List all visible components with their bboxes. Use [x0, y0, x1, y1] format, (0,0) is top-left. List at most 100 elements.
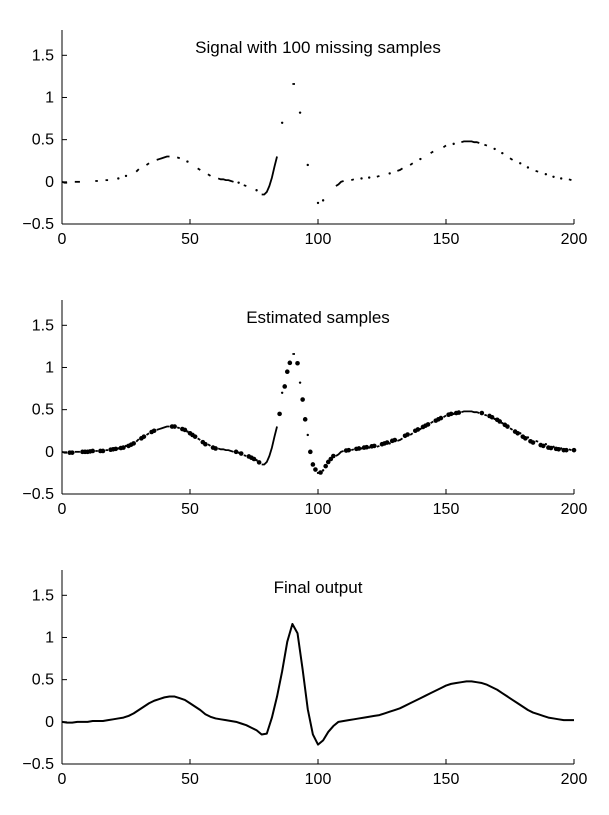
estimated-sample	[192, 434, 198, 439]
known-segment	[568, 448, 572, 451]
known-segment	[156, 425, 170, 431]
known-sample	[280, 391, 284, 394]
known-segment	[442, 144, 447, 148]
known-segment	[409, 162, 414, 166]
known-sample	[306, 433, 309, 437]
estimated-sample	[256, 460, 262, 465]
estimated-sample	[497, 419, 503, 424]
known-segment	[243, 184, 247, 187]
estimated-sample	[302, 417, 308, 422]
estimated-sample	[372, 443, 377, 449]
y-tick-label: 1	[45, 89, 54, 106]
estimated-sample	[415, 427, 421, 432]
known-segment	[568, 178, 572, 181]
estimated-sample	[448, 411, 454, 417]
known-segment	[442, 414, 447, 418]
known-segment	[145, 162, 150, 166]
estimated-sample	[69, 450, 75, 455]
estimated-sample	[277, 411, 282, 417]
known-sample	[419, 157, 422, 161]
known-sample	[552, 175, 555, 178]
x-tick-label: 0	[58, 771, 67, 788]
known-segment	[207, 443, 211, 447]
estimated-sample	[523, 436, 528, 441]
estimated-sample	[313, 467, 318, 472]
known-sample	[280, 121, 284, 124]
known-segment	[197, 167, 201, 171]
known-sample	[255, 189, 258, 192]
known-sample	[117, 177, 120, 180]
known-segment	[207, 173, 211, 177]
known-segment	[376, 175, 380, 178]
estimated-sample	[438, 415, 444, 421]
panel-title: Estimated samples	[246, 308, 390, 327]
known-segment	[535, 440, 539, 443]
estimated-sample	[295, 360, 300, 366]
estimated-sample	[384, 440, 390, 445]
estimated-sample	[456, 410, 462, 415]
known-segment	[156, 155, 170, 161]
x-tick-label: 100	[305, 501, 332, 518]
estimated-sample	[182, 427, 188, 433]
estimated-sample	[172, 424, 177, 429]
y-tick-label: 0.5	[32, 132, 54, 149]
x-tick-label: 100	[305, 771, 332, 788]
known-segment	[261, 156, 278, 196]
x-tick-label: 150	[433, 501, 460, 518]
estimated-sample	[346, 447, 352, 453]
known-segment	[135, 438, 140, 443]
known-segment	[430, 420, 434, 424]
estimated-sample	[308, 449, 313, 455]
x-tick-label: 200	[561, 501, 588, 518]
y-tick-label: 1.5	[32, 47, 54, 64]
known-segment	[61, 450, 68, 454]
estimated-sample	[318, 470, 323, 475]
known-sample	[452, 142, 455, 146]
estimated-sample	[203, 441, 208, 447]
estimated-sample	[564, 447, 569, 453]
known-segment	[335, 180, 344, 187]
estimated-sample	[151, 428, 157, 434]
estimated-sample	[364, 444, 369, 450]
estimated-sample	[515, 430, 520, 436]
known-sample	[526, 166, 530, 169]
x-tick-label: 200	[561, 771, 588, 788]
known-sample	[493, 147, 496, 151]
estimated-sample	[300, 397, 305, 402]
known-segment	[335, 450, 344, 457]
known-segment	[217, 177, 234, 183]
estimated-sample	[571, 447, 577, 453]
estimated-sample	[540, 443, 546, 449]
known-sample	[321, 199, 325, 202]
x-tick-label: 200	[561, 231, 588, 248]
estimated-sample	[331, 453, 336, 459]
known-segment	[350, 448, 355, 451]
estimated-sample	[233, 449, 239, 455]
y-tick-label: −0.5	[22, 216, 54, 233]
estimated-sample	[356, 446, 362, 451]
known-segment	[217, 447, 234, 453]
estimated-sample	[479, 410, 485, 416]
known-segment	[145, 432, 150, 436]
panel-title: Signal with 100 missing samples	[195, 38, 441, 57]
known-segment	[409, 432, 414, 436]
known-sample	[186, 160, 189, 163]
known-segment	[397, 167, 403, 172]
known-segment	[243, 454, 247, 457]
panel-2: 0 50 100 150 200−0.500.511.5 Estimated sample…	[22, 300, 587, 518]
known-segment	[261, 426, 278, 466]
known-segment	[461, 140, 480, 144]
known-sample	[306, 163, 309, 167]
x-tick-label: 50	[181, 771, 199, 788]
known-segment	[376, 445, 380, 448]
x-tick-label: 50	[181, 501, 199, 518]
y-tick-label: −0.5	[22, 486, 54, 503]
known-sample	[298, 111, 302, 114]
y-tick-label: 1	[45, 359, 54, 376]
estimated-sample	[141, 434, 147, 439]
known-sample	[360, 177, 363, 180]
known-sample	[544, 173, 548, 176]
known-segment	[397, 437, 403, 442]
y-tick-label: 0	[45, 444, 54, 461]
